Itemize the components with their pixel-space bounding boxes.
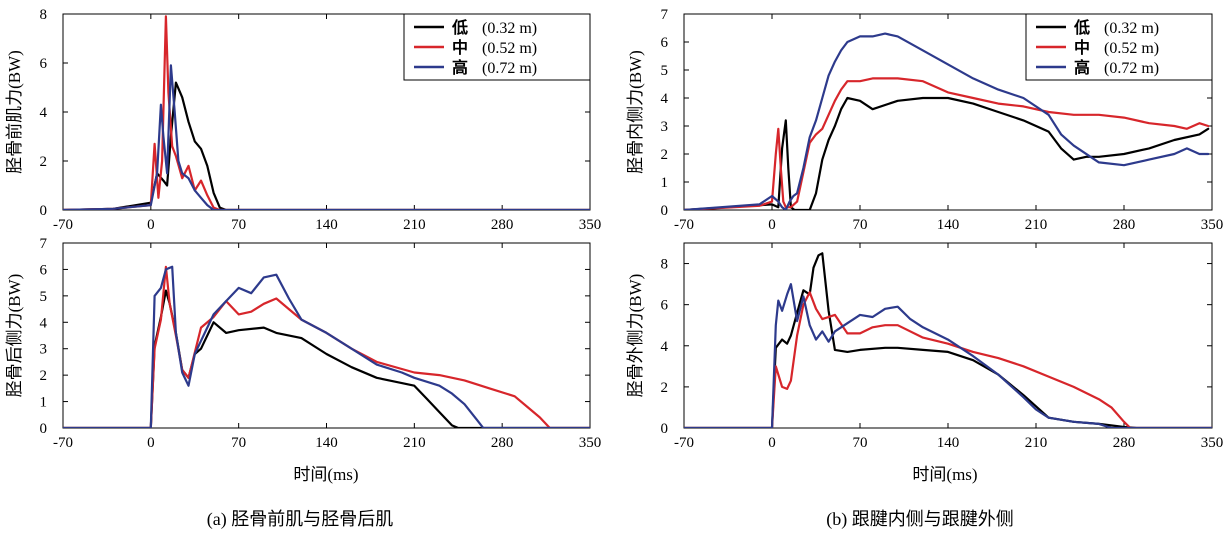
y-tick-label: 7 bbox=[40, 236, 48, 252]
x-tick-label: 280 bbox=[491, 217, 514, 233]
y-tick-label: 7 bbox=[661, 7, 669, 23]
series-line-high bbox=[684, 32, 1210, 210]
y-axis-label: 胫骨内侧力(BW) bbox=[626, 50, 645, 174]
y-tick-label: 1 bbox=[40, 395, 48, 411]
y-tick-label: 2 bbox=[661, 147, 669, 163]
x-tick-label: 280 bbox=[491, 435, 514, 451]
y-tick-label: 6 bbox=[40, 262, 48, 278]
y-tick-label: 2 bbox=[40, 368, 48, 384]
legend-entry-label: 低 bbox=[451, 18, 468, 37]
caption-b: (b) 跟腱内侧与跟腱外侧 bbox=[826, 509, 1014, 530]
x-tick-label: 0 bbox=[768, 217, 776, 233]
x-axis-label-left: 时间(ms) bbox=[293, 465, 358, 484]
x-tick-label: 350 bbox=[1201, 217, 1224, 233]
x-tick-label: 350 bbox=[579, 435, 602, 451]
x-tick-label: 210 bbox=[1025, 217, 1048, 233]
plot-frame bbox=[62, 242, 591, 429]
x-tick-label: 210 bbox=[1025, 435, 1048, 451]
series-line-high bbox=[63, 265, 590, 428]
x-tick-label: 350 bbox=[1201, 435, 1224, 451]
legend-entry-height: (0.52 m) bbox=[482, 40, 537, 57]
x-tick-label: -70 bbox=[53, 435, 73, 451]
legend-entry-label: 中 bbox=[1074, 38, 1090, 57]
y-tick-label: 0 bbox=[40, 203, 48, 219]
x-tick-label: 0 bbox=[768, 435, 776, 451]
y-tick-label: 2 bbox=[40, 154, 48, 170]
x-tick-label: 70 bbox=[853, 217, 868, 233]
y-tick-label: 0 bbox=[661, 203, 669, 219]
x-tick-label: 140 bbox=[937, 435, 960, 451]
x-tick-label: 140 bbox=[315, 217, 338, 233]
y-tick-label: 6 bbox=[40, 56, 48, 72]
x-tick-label: 210 bbox=[403, 217, 426, 233]
legend-entry-label: 低 bbox=[1073, 18, 1090, 37]
x-tick-label: 70 bbox=[231, 217, 246, 233]
x-axis-label-right: 时间(ms) bbox=[912, 465, 977, 484]
y-tick-label: 3 bbox=[40, 342, 48, 358]
y-tick-label: 1 bbox=[661, 175, 669, 191]
x-tick-label: 140 bbox=[937, 217, 960, 233]
y-tick-label: 6 bbox=[661, 35, 669, 51]
series-line-mid bbox=[63, 15, 590, 210]
series-line-mid bbox=[63, 265, 590, 428]
chart-panel-a-bottom: -70 0 70 140 210 280 350 0 1 2 3 4 5 6 7 胫骨后侧力(BW) bbox=[5, 236, 601, 451]
x-tick-label: -70 bbox=[674, 217, 694, 233]
y-axis-label: 胫骨外侧力(BW) bbox=[626, 274, 645, 398]
y-tick-label: 4 bbox=[40, 315, 48, 331]
legend-entry-label: 高 bbox=[452, 58, 468, 77]
x-tick-label: 280 bbox=[1113, 217, 1136, 233]
y-tick-label: 3 bbox=[661, 119, 669, 135]
y-tick-label: 5 bbox=[661, 63, 669, 79]
legend: 低 (0.32 m) 中 (0.52 m) 高 (0.72 m) bbox=[1025, 13, 1213, 81]
series-line-high bbox=[63, 64, 590, 210]
y-axis-label: 胫骨后侧力(BW) bbox=[5, 274, 24, 398]
y-tick-label: 5 bbox=[40, 289, 48, 305]
series-line-mid bbox=[684, 77, 1210, 210]
legend-entry-height: (0.32 m) bbox=[1104, 20, 1159, 37]
series-line-low bbox=[684, 96, 1210, 210]
y-tick-label: 8 bbox=[661, 257, 669, 273]
chart-panel-b-bottom: -70 0 70 140 210 280 350 0 2 4 6 8 胫骨外侧力(BW) bbox=[626, 242, 1224, 451]
legend-entry-label: 高 bbox=[1074, 58, 1090, 77]
legend-entry-height: (0.52 m) bbox=[1104, 40, 1159, 57]
x-tick-label: 140 bbox=[315, 435, 338, 451]
y-tick-label: 0 bbox=[40, 421, 48, 437]
y-axis-label: 胫骨前肌力(BW) bbox=[5, 50, 24, 174]
x-tick-label: 350 bbox=[579, 217, 602, 233]
x-tick-label: 280 bbox=[1113, 435, 1136, 451]
legend: 低 (0.32 m) 中 (0.52 m) 高 (0.72 m) bbox=[403, 13, 591, 81]
x-tick-label: 0 bbox=[147, 217, 155, 233]
x-tick-label: 70 bbox=[853, 435, 868, 451]
plot-frame bbox=[683, 242, 1213, 429]
chart-panel-a-top: -70 0 70 140 210 280 350 0 2 4 6 8 胫骨前肌力(BW) 低 (0.32 m… bbox=[5, 7, 601, 233]
legend-entry-height: (0.72 m) bbox=[1104, 60, 1159, 77]
x-tick-label: 210 bbox=[403, 435, 426, 451]
x-tick-label: -70 bbox=[53, 217, 73, 233]
y-tick-label: 8 bbox=[40, 7, 48, 23]
y-tick-label: 2 bbox=[661, 380, 669, 396]
legend-entry-label: 中 bbox=[452, 38, 468, 57]
legend-entry-height: (0.32 m) bbox=[482, 20, 537, 37]
series-line-low bbox=[63, 81, 590, 210]
x-tick-label: 70 bbox=[231, 435, 246, 451]
caption-a: (a) 胫骨前肌与胫骨后肌 bbox=[207, 509, 393, 530]
series-line-mid bbox=[684, 291, 1212, 428]
y-tick-label: 4 bbox=[40, 105, 48, 121]
series-line-high bbox=[684, 283, 1212, 428]
y-tick-label: 0 bbox=[661, 421, 669, 437]
series-line-low bbox=[63, 289, 590, 428]
legend-entry-height: (0.72 m) bbox=[482, 60, 537, 77]
chart-panel-b-top: -70 0 70 140 210 280 350 0 1 2 3 4 5 6 7 胫骨内侧力(BW) 低 (0.3… bbox=[626, 7, 1223, 233]
x-tick-label: 0 bbox=[147, 435, 155, 451]
y-tick-label: 4 bbox=[661, 339, 669, 355]
y-tick-label: 4 bbox=[661, 91, 669, 107]
y-tick-label: 6 bbox=[661, 298, 669, 314]
x-tick-label: -70 bbox=[674, 435, 694, 451]
